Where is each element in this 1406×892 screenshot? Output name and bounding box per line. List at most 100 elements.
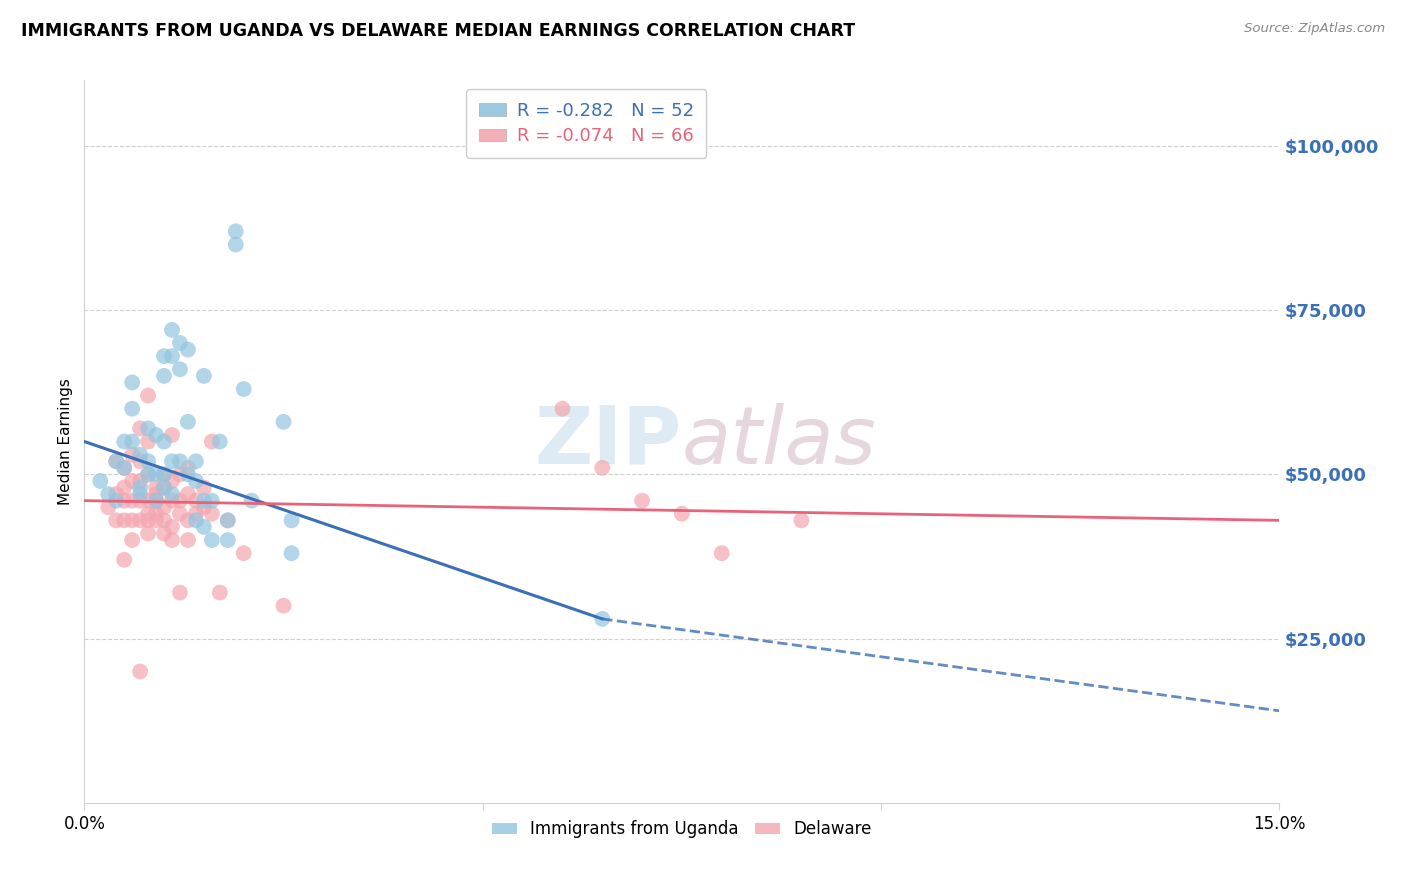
Point xyxy=(129,487,152,501)
Point xyxy=(208,585,231,599)
Point xyxy=(145,481,167,495)
Point xyxy=(153,434,176,449)
Point xyxy=(153,481,176,495)
Point xyxy=(145,467,167,482)
Point xyxy=(169,585,191,599)
Point xyxy=(105,454,128,468)
Point xyxy=(145,507,167,521)
Point xyxy=(153,500,176,515)
Point xyxy=(169,467,191,482)
Point xyxy=(240,493,263,508)
Point xyxy=(184,493,207,508)
Point xyxy=(184,474,207,488)
Point xyxy=(153,349,176,363)
Point xyxy=(160,520,183,534)
Point xyxy=(121,533,143,547)
Point xyxy=(225,224,247,238)
Point xyxy=(591,460,613,475)
Point xyxy=(105,493,128,508)
Point xyxy=(232,546,254,560)
Point xyxy=(217,513,239,527)
Point xyxy=(631,493,654,508)
Point xyxy=(153,467,176,482)
Point xyxy=(153,526,176,541)
Point xyxy=(177,513,200,527)
Point xyxy=(193,500,215,515)
Point xyxy=(136,388,159,402)
Point xyxy=(153,481,176,495)
Point xyxy=(89,474,111,488)
Point xyxy=(121,401,143,416)
Point xyxy=(160,487,183,501)
Point xyxy=(112,460,135,475)
Point xyxy=(201,533,224,547)
Point xyxy=(193,481,215,495)
Point xyxy=(160,493,183,508)
Point xyxy=(129,474,152,488)
Point xyxy=(153,467,176,482)
Point xyxy=(551,401,574,416)
Point xyxy=(160,533,183,547)
Point xyxy=(136,467,159,482)
Point xyxy=(169,493,191,508)
Point xyxy=(145,487,167,501)
Point xyxy=(112,460,135,475)
Point xyxy=(112,481,135,495)
Point xyxy=(145,428,167,442)
Point xyxy=(169,507,191,521)
Point xyxy=(201,507,224,521)
Point xyxy=(136,513,159,527)
Point xyxy=(177,533,200,547)
Point xyxy=(136,526,159,541)
Point xyxy=(193,368,215,383)
Point xyxy=(129,665,152,679)
Point xyxy=(136,454,159,468)
Point xyxy=(184,513,207,527)
Point xyxy=(112,493,135,508)
Point xyxy=(177,487,200,501)
Point xyxy=(121,493,143,508)
Point xyxy=(160,454,183,468)
Point xyxy=(177,467,200,482)
Point xyxy=(671,507,693,521)
Point xyxy=(169,454,191,468)
Point xyxy=(193,520,215,534)
Point xyxy=(273,599,295,613)
Point xyxy=(710,546,733,560)
Point xyxy=(97,487,120,501)
Point xyxy=(136,507,159,521)
Point xyxy=(129,421,152,435)
Point xyxy=(121,513,143,527)
Point xyxy=(160,474,183,488)
Point xyxy=(193,493,215,508)
Point xyxy=(121,434,143,449)
Point xyxy=(225,237,247,252)
Point xyxy=(591,612,613,626)
Point xyxy=(145,513,167,527)
Point xyxy=(105,454,128,468)
Point xyxy=(177,343,200,357)
Point xyxy=(121,474,143,488)
Point xyxy=(160,323,183,337)
Point xyxy=(177,460,200,475)
Point xyxy=(129,448,152,462)
Point xyxy=(145,493,167,508)
Point xyxy=(129,513,152,527)
Point xyxy=(105,487,128,501)
Point xyxy=(201,493,224,508)
Point xyxy=(129,481,152,495)
Point xyxy=(121,448,143,462)
Text: IMMIGRANTS FROM UGANDA VS DELAWARE MEDIAN EARNINGS CORRELATION CHART: IMMIGRANTS FROM UGANDA VS DELAWARE MEDIA… xyxy=(21,22,855,40)
Point xyxy=(145,493,167,508)
Text: ZIP: ZIP xyxy=(534,402,682,481)
Point xyxy=(232,382,254,396)
Point xyxy=(177,415,200,429)
Point xyxy=(160,428,183,442)
Point xyxy=(121,376,143,390)
Point xyxy=(208,434,231,449)
Point xyxy=(136,421,159,435)
Point xyxy=(153,368,176,383)
Point xyxy=(136,467,159,482)
Point xyxy=(169,336,191,351)
Point xyxy=(97,500,120,515)
